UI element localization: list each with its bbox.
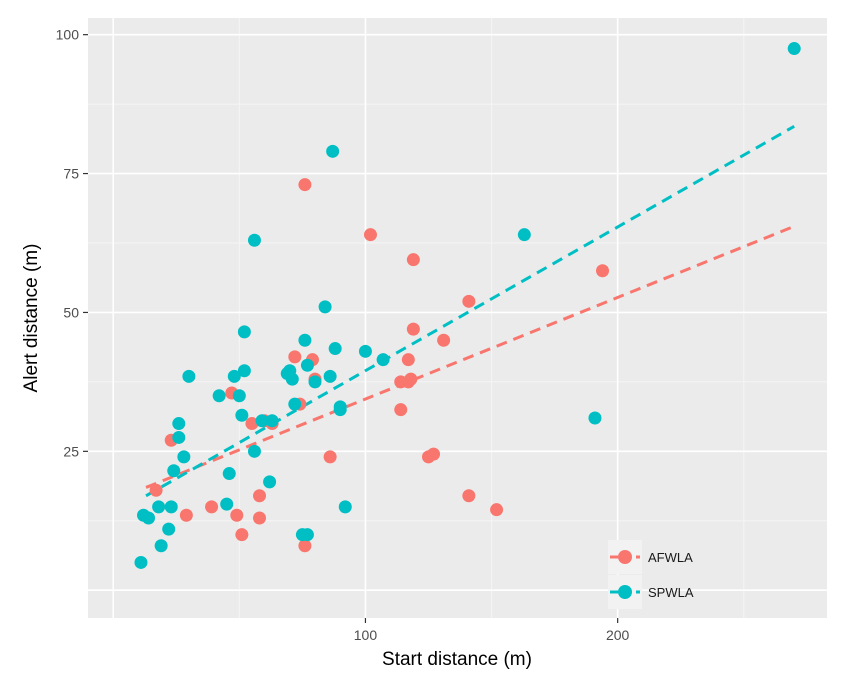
data-points (134, 42, 801, 569)
data-point-afwla (462, 294, 476, 308)
data-point-spwla (164, 500, 178, 514)
data-point-afwla (235, 528, 249, 542)
data-point-spwla (588, 411, 602, 425)
data-point-afwla (462, 489, 476, 503)
data-point-afwla (298, 178, 312, 192)
data-point-spwla (152, 500, 166, 514)
legend-dot-afwla (618, 550, 632, 564)
data-point-afwla (401, 353, 415, 367)
y-tick-label: 25 (63, 443, 79, 459)
data-point-spwla (263, 475, 277, 489)
data-point-afwla (490, 503, 504, 517)
data-point-afwla (230, 508, 244, 522)
data-point-spwla (308, 375, 322, 389)
data-point-afwla (205, 500, 219, 514)
data-point-spwla (338, 500, 352, 514)
data-point-spwla (326, 144, 340, 158)
legend: AFWLA SPWLA (608, 540, 694, 609)
data-point-afwla (149, 483, 163, 497)
y-axis: 25 50 75 100 (56, 27, 88, 459)
data-point-spwla (162, 522, 176, 536)
data-point-spwla (333, 403, 347, 417)
data-point-spwla (517, 228, 531, 242)
data-point-spwla (358, 344, 372, 358)
x-tick-label: 200 (606, 627, 630, 643)
data-point-spwla (232, 389, 246, 403)
data-point-afwla (394, 403, 408, 417)
data-point-spwla (142, 511, 156, 525)
data-point-spwla (318, 300, 332, 314)
data-point-spwla (222, 467, 236, 481)
y-axis-title: Alert distance (m) (21, 244, 42, 393)
data-point-spwla (300, 528, 314, 542)
minor-gridlines (88, 18, 827, 618)
data-point-spwla (235, 408, 249, 422)
data-point-spwla (298, 333, 312, 347)
data-point-afwla (288, 350, 302, 364)
data-point-afwla (245, 417, 259, 431)
data-point-spwla (237, 364, 251, 378)
data-point-afwla (253, 511, 267, 525)
y-tick-label: 50 (63, 304, 79, 320)
data-point-spwla (177, 450, 191, 464)
data-point-spwla (288, 397, 302, 411)
y-tick-label: 100 (56, 27, 80, 43)
data-point-spwla (212, 389, 226, 403)
data-point-spwla (787, 42, 801, 56)
data-point-spwla (220, 497, 234, 511)
data-point-spwla (376, 353, 390, 367)
data-point-afwla (253, 489, 267, 503)
x-tick-label: 100 (354, 627, 378, 643)
data-point-afwla (437, 333, 451, 347)
data-point-afwla (406, 253, 420, 267)
y-tick-label: 75 (63, 166, 79, 182)
data-point-spwla (172, 430, 186, 444)
data-point-spwla (237, 325, 251, 339)
x-axis: 100 200 (354, 618, 630, 643)
data-point-spwla (247, 444, 261, 458)
data-point-afwla (596, 264, 610, 278)
data-point-afwla (179, 508, 193, 522)
data-point-spwla (265, 414, 279, 428)
data-point-spwla (134, 555, 148, 569)
data-point-spwla (255, 414, 269, 428)
data-point-spwla (328, 342, 342, 356)
data-point-spwla (154, 539, 168, 553)
x-axis-title: Start distance (m) (382, 649, 532, 670)
data-point-spwla (172, 417, 186, 431)
trend-line-spwla (145, 125, 795, 498)
data-point-afwla (427, 447, 441, 461)
trend-lines (145, 125, 795, 498)
plot-panel (88, 18, 827, 618)
data-point-spwla (285, 372, 299, 386)
data-point-spwla (323, 369, 337, 383)
data-point-spwla (300, 358, 314, 372)
data-point-spwla (247, 233, 261, 247)
data-point-afwla (404, 372, 418, 386)
data-point-afwla (363, 228, 377, 242)
legend-label-afwla: AFWLA (648, 550, 693, 565)
data-point-spwla (167, 464, 181, 478)
data-point-spwla (227, 369, 241, 383)
major-gridlines (88, 18, 827, 618)
data-point-afwla (406, 322, 420, 336)
legend-label-spwla: SPWLA (648, 585, 694, 600)
data-point-afwla (323, 450, 337, 464)
legend-dot-spwla (618, 585, 632, 599)
trend-line-afwla (145, 224, 795, 489)
data-point-afwla (298, 539, 312, 553)
data-point-spwla (182, 369, 196, 383)
